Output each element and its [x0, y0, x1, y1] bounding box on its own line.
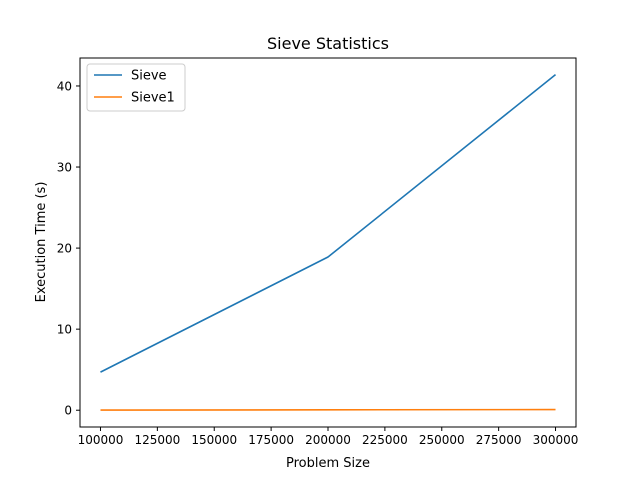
- x-tick-label: 125000: [134, 433, 180, 447]
- y-tick-label: 30: [57, 161, 72, 175]
- y-tick-label: 10: [57, 323, 72, 337]
- x-axis-label: Problem Size: [286, 456, 370, 471]
- x-tick-label: 275000: [476, 433, 522, 447]
- x-tick-label: 150000: [191, 433, 237, 447]
- y-axis-label: Execution Time (s): [34, 182, 49, 303]
- x-tick-label: 250000: [419, 433, 465, 447]
- y-tick-label: 20: [57, 242, 72, 256]
- x-tick-label: 100000: [78, 433, 124, 447]
- x-tick-label: 225000: [362, 433, 408, 447]
- x-tick-label: 200000: [305, 433, 351, 447]
- chart-title: Sieve Statistics: [267, 34, 389, 53]
- legend-label: Sieve1: [131, 91, 175, 106]
- x-tick-label: 175000: [248, 433, 294, 447]
- x-tick-label: 300000: [533, 433, 579, 447]
- legend: Sieve Sieve1: [87, 64, 185, 111]
- y-tick-label: 40: [57, 79, 72, 93]
- legend-label: Sieve: [131, 69, 167, 84]
- y-tick-label: 0: [64, 404, 72, 418]
